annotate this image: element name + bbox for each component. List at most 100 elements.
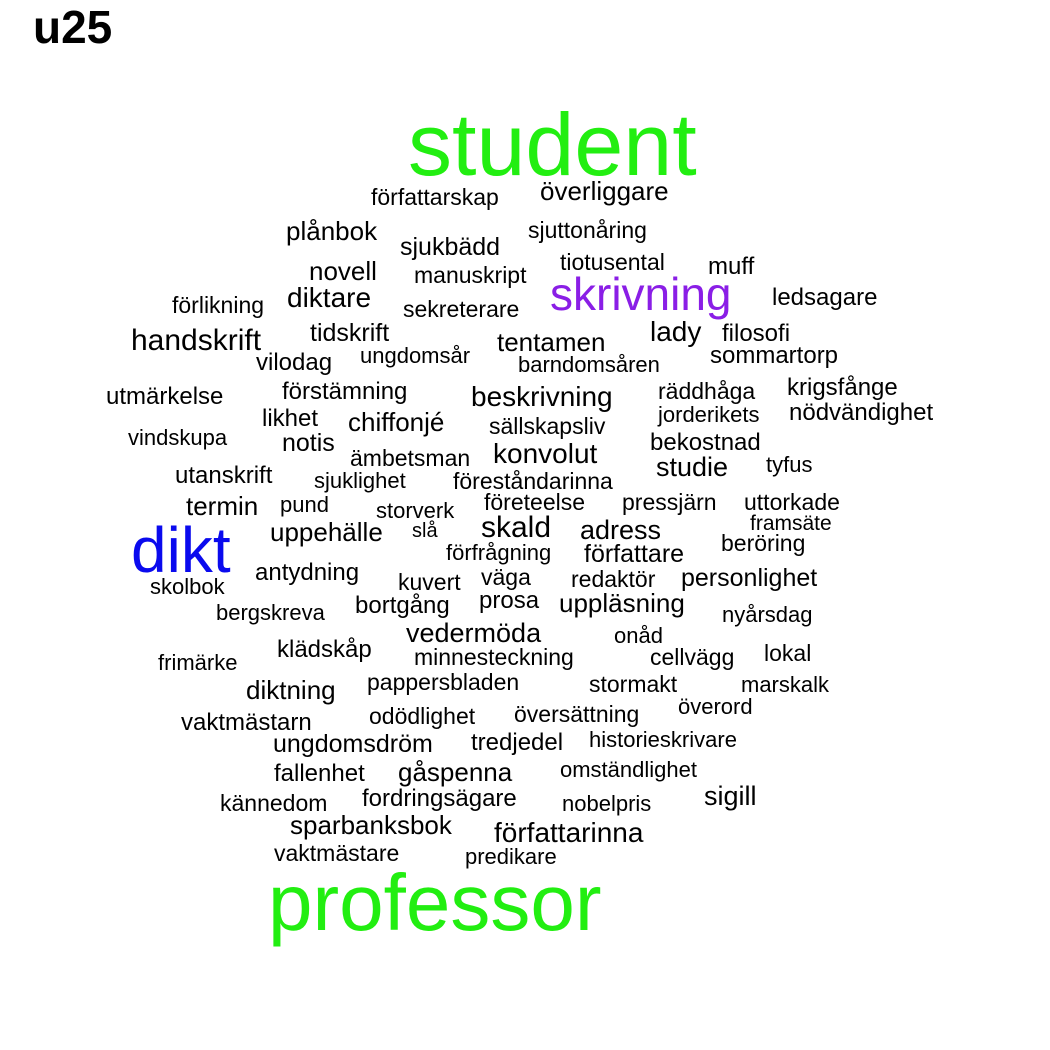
word-barndomsaren: barndomsåren bbox=[518, 352, 660, 377]
word-forfattarinna: författarinna bbox=[494, 817, 644, 848]
word-ungdomsdrom: ungdomsdröm bbox=[273, 730, 433, 758]
word-redaktor: redaktör bbox=[571, 566, 656, 592]
word-forstamning: förstämning bbox=[282, 378, 407, 405]
word-skrivning: skrivning bbox=[550, 268, 732, 320]
word-lady: lady bbox=[650, 316, 701, 347]
word-tidskrift: tidskrift bbox=[310, 319, 389, 347]
word-kuvert: kuvert bbox=[398, 569, 461, 595]
word-onad: onåd bbox=[614, 623, 663, 648]
word-nobelpris: nobelpris bbox=[562, 791, 651, 816]
word-utanskrift: utanskrift bbox=[175, 462, 273, 489]
word-utmarkelse: utmärkelse bbox=[106, 383, 223, 410]
page-title: u25 bbox=[33, 1, 113, 53]
word-beroring: beröring bbox=[721, 530, 805, 556]
word-diktare: diktare bbox=[287, 282, 371, 313]
word-planbok: plånbok bbox=[286, 216, 378, 246]
word-vaktmastare: vaktmästare bbox=[274, 840, 399, 866]
word-sjukbadd: sjukbädd bbox=[400, 233, 500, 261]
word-sparbanksbok: sparbanksbok bbox=[290, 810, 453, 840]
word-tyfus: tyfus bbox=[766, 452, 812, 477]
word-adress: adress bbox=[580, 515, 661, 545]
word-professor: professor bbox=[268, 858, 601, 947]
word-tiotusental: tiotusental bbox=[560, 249, 665, 275]
word-pressjarn: pressjärn bbox=[622, 489, 717, 515]
word-raddhaga: räddhåga bbox=[658, 378, 755, 404]
word-vindskupa: vindskupa bbox=[128, 425, 228, 450]
word-chiffonje: chiffonjé bbox=[348, 407, 444, 437]
word-muff: muff bbox=[708, 253, 755, 280]
word-dikt: dikt bbox=[131, 514, 231, 586]
word-diktning: diktning bbox=[246, 675, 336, 705]
word-ungdomsar: ungdomsår bbox=[360, 343, 470, 368]
word-minnesteckning: minnesteckning bbox=[414, 644, 574, 670]
word-gaspenna: gåspenna bbox=[398, 757, 513, 787]
word-framsate: framsäte bbox=[750, 512, 832, 535]
word-omstandlighet: omständlighet bbox=[560, 757, 697, 782]
word-tentamen: tentamen bbox=[497, 327, 605, 357]
word-filosofi: filosofi bbox=[722, 320, 790, 347]
word-fallenhet: fallenhet bbox=[274, 760, 365, 787]
word-overliggare: överliggare bbox=[540, 176, 669, 206]
word-lokal: lokal bbox=[764, 640, 811, 666]
word-storverk: storverk bbox=[376, 498, 455, 523]
word-uppehalle: uppehälle bbox=[270, 517, 383, 547]
word-cellvagg: cellvägg bbox=[650, 644, 734, 670]
word-bergskreva: bergskreva bbox=[216, 600, 326, 625]
word-prosa: prosa bbox=[479, 587, 540, 614]
word-termin: termin bbox=[186, 491, 258, 521]
word-sla: slå bbox=[412, 520, 438, 542]
word-forestandarinna: föreståndarinna bbox=[453, 468, 613, 494]
word-sjuttonaring: sjuttonåring bbox=[528, 217, 647, 243]
word-skald: skald bbox=[481, 511, 551, 544]
word-nodvandighet: nödvändighet bbox=[789, 399, 933, 426]
word-sigill: sigill bbox=[704, 781, 757, 811]
word-oversattning: översättning bbox=[514, 701, 639, 727]
word-manuskript: manuskript bbox=[414, 262, 527, 288]
word-tredjedel: tredjedel bbox=[471, 729, 563, 756]
word-skolbok: skolbok bbox=[150, 574, 226, 599]
word-vaga: väga bbox=[481, 564, 531, 590]
word-overord: överord bbox=[678, 694, 753, 719]
word-forfragning: förfrågning bbox=[446, 540, 551, 565]
word-sjuklighet: sjuklighet bbox=[314, 468, 406, 493]
word-uttorkade: uttorkade bbox=[744, 489, 840, 515]
word-ambetsman: ämbetsman bbox=[350, 445, 470, 471]
word-vilodag: vilodag bbox=[256, 349, 332, 376]
word-vedermoda: vedermöda bbox=[406, 618, 542, 648]
word-ledsagare: ledsagare bbox=[772, 284, 877, 311]
word-bekostnad: bekostnad bbox=[650, 429, 761, 456]
word-sekreterare: sekreterare bbox=[403, 296, 519, 322]
word-bortgang: bortgång bbox=[355, 592, 450, 619]
word-personlighet: personlighet bbox=[681, 564, 817, 592]
word-kannedom: kännedom bbox=[220, 790, 327, 816]
word-notis: notis bbox=[282, 429, 335, 457]
word-historieskrivare: historieskrivare bbox=[589, 727, 737, 752]
word-nyarsdag: nyårsdag bbox=[722, 602, 813, 627]
word-student: student bbox=[408, 95, 697, 194]
word-kladskap: klädskåp bbox=[277, 636, 372, 663]
word-upplasning: uppläsning bbox=[559, 588, 685, 618]
word-forlikning: förlikning bbox=[172, 292, 264, 318]
word-krigsfange: krigsfånge bbox=[787, 374, 898, 401]
word-antydning: antydning bbox=[255, 559, 359, 586]
word-pappersbladen: pappersbladen bbox=[367, 669, 519, 695]
word-sommartorp: sommartorp bbox=[710, 342, 838, 369]
word-fordringsagare: fordringsägare bbox=[362, 785, 517, 812]
word-beskrivning: beskrivning bbox=[471, 381, 613, 412]
word-frimarke: frimärke bbox=[158, 650, 237, 675]
word-konvolut: konvolut bbox=[493, 438, 598, 469]
word-likhet: likhet bbox=[262, 405, 318, 432]
word-predikare: predikare bbox=[465, 844, 557, 869]
word-novell: novell bbox=[309, 256, 377, 286]
word-handskrift: handskrift bbox=[131, 324, 262, 357]
word-forfattare: författare bbox=[584, 540, 684, 568]
word-sallskapsliv: sällskapsliv bbox=[489, 413, 606, 439]
word-jorderikets: jorderikets bbox=[657, 402, 759, 427]
word-foreteelse: företeelse bbox=[484, 489, 585, 515]
word-studie: studie bbox=[656, 452, 728, 482]
word-marskalk: marskalk bbox=[741, 672, 830, 697]
word-vaktmastarn: vaktmästarn bbox=[181, 709, 312, 736]
word-forfattarskap: författarskap bbox=[371, 184, 499, 210]
word-stormakt: stormakt bbox=[589, 671, 678, 697]
